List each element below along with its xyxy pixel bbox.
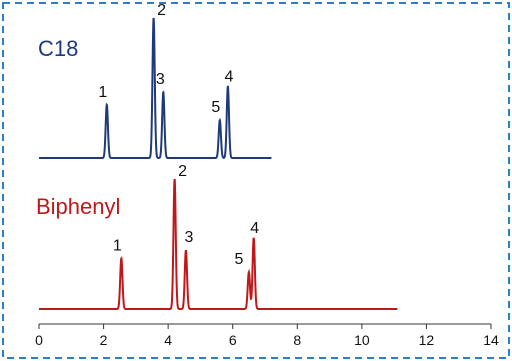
c18-trace bbox=[39, 17, 272, 159]
biphenyl-trace bbox=[39, 178, 398, 310]
c18-series-label: C18 bbox=[38, 36, 78, 61]
x-tick-label: 12 bbox=[419, 332, 435, 348]
peak-label: 4 bbox=[224, 69, 233, 86]
peak-label: 3 bbox=[184, 229, 193, 246]
c18-chromatogram: C18 1 2 3 54 bbox=[38, 2, 272, 159]
x-tick-label: 14 bbox=[483, 332, 499, 348]
x-tick-label: 8 bbox=[293, 332, 301, 348]
biphenyl-series-label: Biphenyl bbox=[36, 194, 120, 219]
x-tick-label: 4 bbox=[164, 332, 172, 348]
peak-label: 2 bbox=[157, 2, 166, 19]
peak-label: 3 bbox=[156, 71, 165, 88]
x-tick-label: 2 bbox=[100, 332, 108, 348]
biphenyl-peak-labels: 1 2 3 54 bbox=[113, 163, 259, 268]
x-tick-label: 6 bbox=[229, 332, 237, 348]
peak-label: 1 bbox=[98, 84, 107, 101]
x-tick-label: 10 bbox=[354, 332, 370, 348]
peak-label: 1 bbox=[113, 237, 122, 254]
biphenyl-chromatogram: Biphenyl 1 2 3 54 bbox=[36, 163, 398, 310]
peak-label: 5 bbox=[234, 251, 243, 268]
x-axis-ticks: 0 2 4 6 8 10 12 14 bbox=[35, 324, 499, 348]
x-tick-label: 0 bbox=[35, 332, 43, 348]
x-axis: 0 2 4 6 8 10 12 14 bbox=[35, 323, 499, 348]
peak-label: 2 bbox=[178, 163, 187, 180]
peak-label: 4 bbox=[250, 220, 259, 237]
c18-peak-labels: 1 2 3 54 bbox=[98, 2, 233, 116]
peak-label: 5 bbox=[211, 99, 220, 116]
